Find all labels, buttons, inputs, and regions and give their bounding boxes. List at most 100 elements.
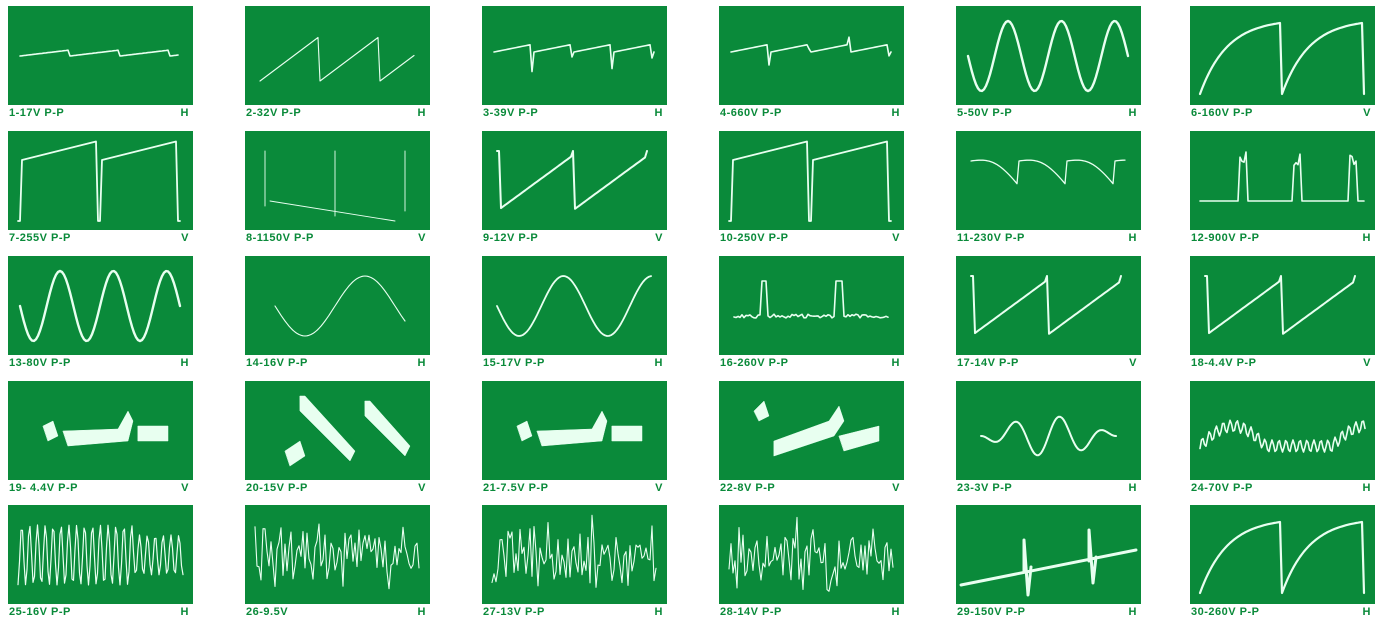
scope-screen	[245, 256, 430, 355]
scope-panel: 24-70V P-P H	[1190, 381, 1375, 495]
scope-caption: 30-260V P-P H	[1190, 606, 1375, 619]
voltage-label: 9-12V P-P	[483, 232, 539, 244]
voltage-label: 12-900V P-P	[1191, 232, 1260, 244]
sweep-label: V	[181, 232, 189, 244]
scope-caption: 7-255V P-P V	[8, 232, 193, 245]
scope-screen	[956, 381, 1141, 480]
sweep-label: V	[181, 482, 189, 494]
scope-screen	[719, 256, 904, 355]
waveform-trace	[18, 269, 182, 343]
scope-screen	[1190, 6, 1375, 105]
scope-panel: 5-50V P-P H	[956, 6, 1141, 120]
waveform-trace	[17, 524, 184, 586]
scope-screen	[719, 381, 904, 480]
waveform-trace	[1204, 275, 1356, 335]
waveform	[516, 410, 643, 447]
waveform-trace	[980, 415, 1117, 457]
waveform-trace	[1199, 151, 1365, 202]
scope-panel: 30-260V P-P H	[1190, 505, 1375, 619]
scope-panel: 17-14V P-P V	[956, 256, 1141, 370]
scope-screen	[1190, 505, 1375, 604]
voltage-label: 23-3V P-P	[957, 482, 1013, 494]
scope-screen	[8, 6, 193, 105]
scope-screen	[482, 6, 667, 105]
scope-caption: 10-250V P-P V	[719, 232, 904, 245]
waveform-trace	[753, 400, 880, 457]
scope-panel: 15-17V P-P H	[482, 256, 667, 370]
voltage-label: 28-14V P-P	[720, 606, 782, 618]
waveform	[496, 275, 652, 337]
sweep-label: V	[892, 482, 900, 494]
sweep-label: H	[1362, 482, 1371, 494]
voltage-label: 24-70V P-P	[1191, 482, 1253, 494]
waveform-trace	[516, 410, 643, 447]
voltage-label: 19- 4.4V P-P	[9, 482, 78, 494]
waveform-trace	[254, 523, 420, 590]
waveform	[491, 514, 657, 588]
scope-screen	[956, 256, 1141, 355]
sweep-label: H	[1128, 232, 1137, 244]
scope-screen	[1190, 131, 1375, 230]
sweep-label: V	[1129, 357, 1137, 369]
waveform	[728, 140, 892, 222]
waveform	[254, 523, 420, 590]
scope-panel: 25-16V P-P H	[8, 505, 193, 619]
scope-screen	[1190, 256, 1375, 355]
sweep-label: H	[1128, 107, 1137, 119]
waveform	[42, 410, 169, 447]
waveform	[19, 49, 179, 57]
scope-caption: 6-160V P-P V	[1190, 107, 1375, 120]
waveform-trace	[1198, 21, 1366, 96]
scope-panel: 9-12V P-P V	[482, 131, 667, 245]
waveform	[730, 36, 892, 66]
waveform	[18, 269, 182, 343]
voltage-label: 15-17V P-P	[483, 357, 545, 369]
sweep-label: H	[654, 357, 663, 369]
scope-caption: 28-14V P-P H	[719, 606, 904, 619]
scope-panel: 22-8V P-P V	[719, 381, 904, 495]
waveform-trace	[733, 280, 889, 319]
scope-panel: 13-80V P-P H	[8, 256, 193, 370]
voltage-label: 8-1150V P-P	[246, 232, 314, 244]
waveform	[959, 528, 1138, 597]
waveform	[753, 400, 880, 457]
scope-screen	[956, 6, 1141, 105]
voltage-label: 10-250V P-P	[720, 232, 789, 244]
sweep-label: V	[418, 232, 426, 244]
sweep-label: V	[655, 482, 663, 494]
scope-screen	[8, 505, 193, 604]
waveform-trace	[970, 159, 1126, 185]
scope-screen	[8, 131, 193, 230]
scope-caption: 26-9.5V H	[245, 606, 430, 619]
voltage-label: 18-4.4V P-P	[1191, 357, 1257, 369]
sweep-label: V	[1363, 107, 1371, 119]
waveform	[1198, 520, 1366, 595]
waveform	[970, 159, 1126, 185]
scope-screen	[482, 256, 667, 355]
scope-panel: 4-660V P-P H	[719, 6, 904, 120]
scope-panel: 6-160V P-P V	[1190, 6, 1375, 120]
scope-screen	[719, 131, 904, 230]
scope-panel: 29-150V P-P H	[956, 505, 1141, 619]
scope-screen	[245, 505, 430, 604]
scope-screen	[245, 6, 430, 105]
waveform	[1198, 21, 1366, 96]
scope-caption: 14-16V P-P H	[245, 357, 430, 370]
scope-caption: 12-900V P-P H	[1190, 232, 1375, 245]
sweep-label: H	[180, 107, 189, 119]
sweep-label: V	[1363, 357, 1371, 369]
scope-caption: 25-16V P-P H	[8, 606, 193, 619]
scope-panel: 26-9.5V H	[245, 505, 430, 619]
sweep-label: H	[1362, 232, 1371, 244]
sweep-label: H	[891, 357, 900, 369]
voltage-label: 25-16V P-P	[9, 606, 71, 618]
waveform	[17, 524, 184, 586]
waveform	[733, 280, 889, 319]
scope-screen	[245, 381, 430, 480]
waveform-trace	[959, 528, 1138, 597]
scope-panel: 23-3V P-P H	[956, 381, 1141, 495]
waveform	[496, 150, 648, 210]
voltage-label: 6-160V P-P	[1191, 107, 1253, 119]
scope-caption: 27-13V P-P H	[482, 606, 667, 619]
scope-caption: 20-15V P-P V	[245, 482, 430, 495]
